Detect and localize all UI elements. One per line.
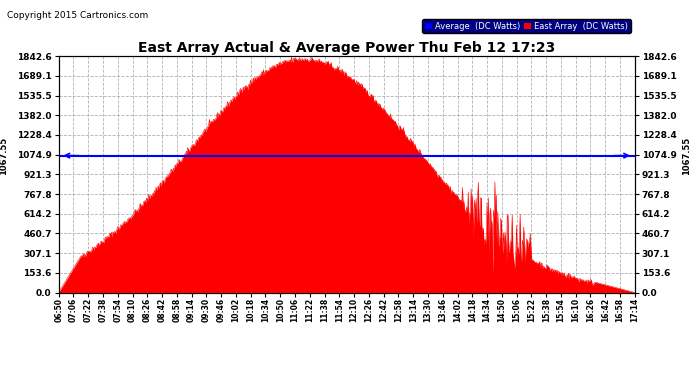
Title: East Array Actual & Average Power Thu Feb 12 17:23: East Array Actual & Average Power Thu Fe… bbox=[138, 41, 555, 55]
Legend: Average  (DC Watts), East Array  (DC Watts): Average (DC Watts), East Array (DC Watts… bbox=[422, 19, 631, 33]
Text: Copyright 2015 Cartronics.com: Copyright 2015 Cartronics.com bbox=[7, 11, 148, 20]
Text: 1067.55: 1067.55 bbox=[0, 136, 8, 175]
Text: 1067.55: 1067.55 bbox=[682, 136, 690, 175]
